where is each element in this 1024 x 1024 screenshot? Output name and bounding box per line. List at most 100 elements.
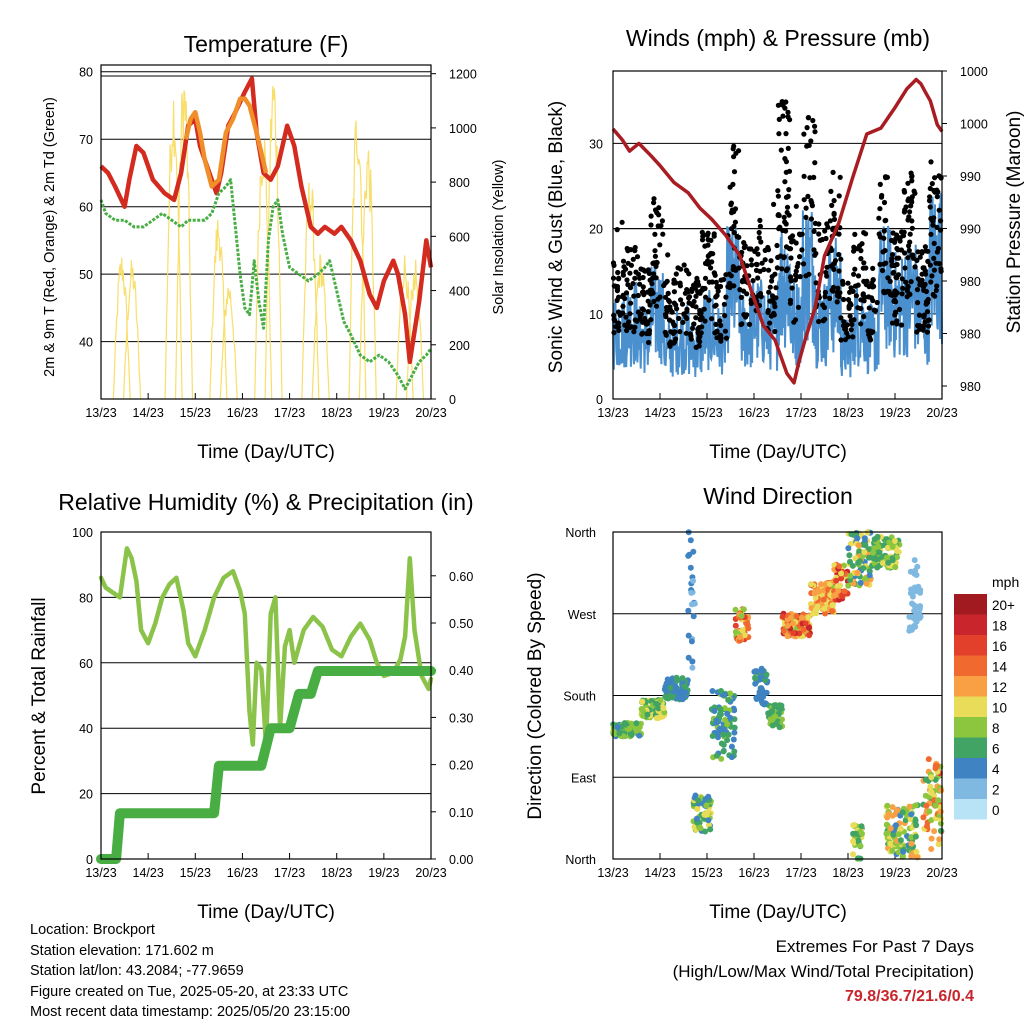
x-tick-label: 14/23 — [644, 406, 675, 420]
gust-point — [746, 321, 753, 327]
direction-xlabel: Time (Day/UTC) — [709, 902, 847, 923]
direction-point — [838, 575, 845, 582]
gust-point — [611, 312, 617, 318]
direction-point — [709, 688, 716, 694]
gust-point — [838, 337, 844, 343]
gust-point — [634, 318, 640, 324]
gust-point — [886, 288, 892, 295]
gust-point — [931, 267, 938, 273]
gust-point — [816, 231, 822, 237]
direction-point — [695, 797, 702, 804]
direction-point — [860, 565, 867, 572]
gust-point — [936, 173, 942, 179]
gust-point — [645, 309, 651, 315]
direction-point — [761, 701, 768, 708]
gust-point — [915, 249, 921, 255]
gust-point — [691, 321, 697, 327]
gust-point — [662, 329, 668, 335]
gust-point — [876, 231, 882, 237]
gust-point — [695, 326, 701, 332]
gust-point — [661, 282, 667, 289]
direction-point — [688, 638, 695, 645]
gust-point — [845, 334, 851, 340]
gust-point — [666, 299, 673, 305]
direction-point — [894, 548, 900, 554]
direction-point — [636, 724, 643, 731]
gust-point — [924, 329, 931, 335]
gust-point — [808, 138, 814, 144]
direction-point — [847, 558, 853, 565]
gust-point — [787, 300, 794, 306]
y-tick-label: 60 — [79, 657, 93, 671]
direction-point — [846, 552, 853, 559]
gust-point — [831, 198, 837, 204]
gust-point — [706, 297, 712, 303]
direction-point — [928, 817, 935, 824]
gust-point — [782, 156, 788, 162]
gust-point — [709, 316, 715, 322]
gust-point — [859, 241, 865, 247]
gust-point — [786, 246, 793, 252]
gust-point — [850, 334, 856, 340]
gust-point — [795, 304, 802, 310]
gust-point — [771, 201, 777, 207]
gust-point — [811, 228, 817, 234]
gust-point — [838, 315, 844, 321]
gust-point — [893, 274, 899, 280]
x-tick-label: 15/23 — [180, 866, 211, 880]
direction-point — [720, 741, 727, 748]
gust-point — [774, 242, 780, 249]
direction-point — [812, 594, 819, 601]
gust-point — [645, 330, 651, 336]
gust-point — [632, 244, 638, 251]
direction-point — [912, 802, 919, 809]
gust-point — [822, 228, 828, 234]
direction-title: Wind Direction — [703, 483, 853, 509]
gust-point — [748, 300, 754, 307]
extremes-block: Extremes For Past 7 Days (High/Low/Max W… — [673, 934, 974, 1009]
x-tick-label: 20/23 — [415, 866, 446, 880]
direction-point — [752, 680, 759, 687]
gust-point — [816, 318, 822, 325]
gust-point — [769, 293, 776, 299]
gust-point — [801, 173, 807, 179]
direction-point — [818, 581, 824, 588]
gust-point — [792, 277, 799, 283]
direction-point — [660, 705, 667, 712]
direction-point — [862, 542, 869, 549]
direction-point — [852, 830, 859, 837]
gust-point — [659, 218, 666, 224]
solar-insolation-line — [311, 254, 330, 400]
gust-point — [635, 292, 641, 299]
direction-point — [854, 569, 861, 576]
gust-point — [848, 318, 854, 324]
direction-point — [756, 689, 763, 696]
legend-label: 6 — [992, 742, 1000, 757]
gust-point — [808, 216, 815, 222]
gust-point — [690, 303, 696, 309]
gust-point — [705, 261, 711, 267]
gust-point — [634, 254, 641, 260]
direction-point — [690, 577, 696, 584]
direction-point — [614, 724, 621, 730]
gust-point — [909, 174, 915, 180]
x-tick-label: 15/23 — [180, 406, 211, 420]
direction-point — [657, 697, 664, 704]
solar-insolation-line — [219, 287, 238, 400]
gust-point — [772, 271, 778, 277]
direction-point — [850, 851, 856, 858]
gust-point — [658, 223, 664, 229]
humidity-plot: 13/23 14/23 15/23 16/23 17/23 18/23 19/23 20/23… — [72, 526, 473, 880]
gust-point — [627, 324, 633, 330]
gust-point — [708, 265, 714, 271]
temperature-plot: 13/23 14/23 15/23 16/23 17/23 18/23 19/23 20/23… — [79, 64, 477, 420]
gust-point — [927, 262, 933, 268]
direction-point — [685, 607, 692, 614]
gust-point — [665, 252, 671, 258]
direction-point — [808, 581, 815, 588]
gust-point — [693, 293, 699, 299]
gust-point — [900, 285, 906, 291]
gust-point — [828, 263, 834, 269]
gust-point — [916, 312, 923, 318]
gust-point — [620, 269, 626, 275]
